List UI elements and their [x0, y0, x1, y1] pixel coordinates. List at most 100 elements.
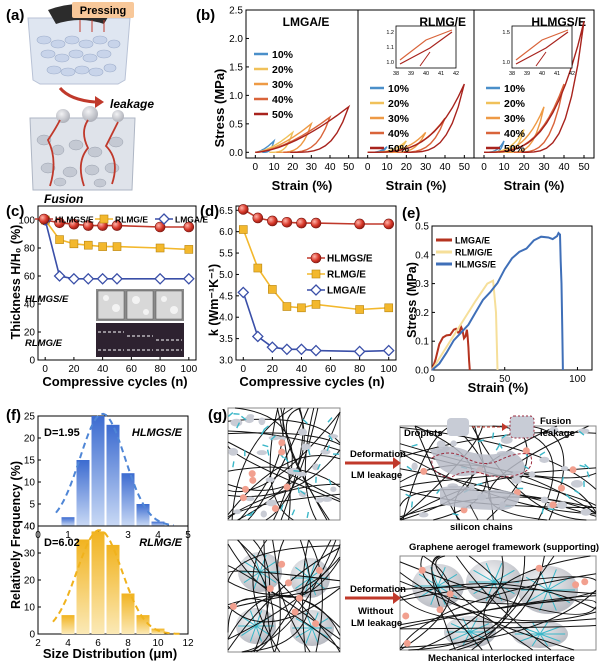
d-plot-point: [311, 300, 321, 309]
b1-x-tick-label: 40: [439, 162, 451, 173]
b-inset-y-tick-label: 1.2: [386, 30, 394, 36]
f1-x-tick-label: 6: [95, 638, 101, 649]
crosslink-node: [278, 439, 286, 447]
graphene-flake: [284, 456, 289, 463]
d-y-axis-title: k (Wm⁻¹K⁻¹): [207, 264, 221, 336]
graphene-flake: [328, 478, 332, 486]
e-y-tick-label: 0.4: [415, 250, 429, 261]
e-y-tick-label: 0.1: [415, 337, 429, 348]
crosslink-node: [315, 566, 323, 574]
deformation-bottom-arrowhead: [393, 592, 401, 604]
b-inset-x-tick-label: 38: [509, 71, 515, 77]
b0-x-tick-label: 0: [253, 162, 259, 173]
e-legend-label: HLMGS/E: [455, 260, 496, 270]
b-inset-y-tick-label: 1.0: [502, 60, 510, 66]
c-plot-point: [67, 272, 80, 285]
b-legend-label: 40%: [504, 128, 526, 140]
b-loop-50%: [367, 83, 465, 154]
graphene-sheet: [249, 610, 257, 627]
graphene-sheet: [253, 571, 261, 590]
polymer-chain: [399, 573, 597, 649]
lm-droplet: [260, 510, 267, 518]
polymer-chain: [449, 555, 509, 651]
liquid-metal-cells-top: [36, 35, 121, 77]
without-label: Without: [358, 606, 394, 617]
d-plot-y-tick-label: 6.0: [219, 227, 233, 238]
c-plot-point: [98, 242, 107, 251]
graphene-sheet: [295, 567, 311, 579]
crosslink-node: [239, 494, 247, 502]
b2-x-tick-label: 40: [558, 162, 570, 173]
leakage-arrowhead: [95, 96, 104, 108]
lm-droplet: [265, 477, 275, 483]
d-plot-point: [252, 212, 264, 224]
d-plot-y-tick-label: 4.0: [219, 313, 233, 324]
crosslink-node: [312, 620, 320, 628]
f-bar: [121, 473, 135, 526]
graphene-flake: [411, 443, 418, 447]
c-plot-point: [154, 221, 166, 233]
e-legend-label: LMGA/E: [455, 236, 490, 246]
graphene-sheet: [485, 562, 495, 583]
e-curve-RLM/G/E: [431, 279, 499, 371]
graphene-sheet: [295, 618, 313, 629]
e-y-tick-label: 0.2: [415, 308, 429, 319]
d-plot-y-tick-label: 3.5: [219, 334, 233, 345]
polymer-chain: [435, 555, 534, 651]
b2-x-tick-label: 20: [518, 162, 530, 173]
c-plot-legend-marker: [38, 213, 50, 225]
graphene-flake: [302, 418, 308, 425]
polymer-chain: [227, 543, 341, 598]
polymer-chain: [263, 539, 275, 653]
lm-droplet: [320, 449, 331, 455]
polymer-chain: [227, 432, 341, 446]
b-legend-label: 40%: [272, 94, 294, 106]
graphene-flake: [280, 504, 284, 511]
f0-y-tick-label: 5: [29, 500, 35, 511]
graphene-flake: [561, 476, 564, 483]
b-legend-label: 20%: [272, 64, 294, 76]
graphene-flake: [307, 449, 311, 456]
polymer-chain: [277, 539, 311, 653]
d-plot-legend-label: HLMGS/E: [327, 254, 373, 265]
c-inset-rlmg-image: [96, 323, 184, 357]
crosslink-node: [249, 476, 257, 484]
polymer-chain: [227, 411, 341, 492]
graphene-sheet: [519, 633, 541, 642]
graphene-flake: [584, 463, 590, 469]
graphene-sheet: [255, 610, 263, 627]
panel-b: (b) Stress (MPa) 0 10 20 30 40 50 0.0 0.5 1.0 1.5…: [196, 6, 595, 193]
graphene-flake: [573, 489, 580, 494]
b-inset-y-tick-label: 1.5: [502, 30, 510, 36]
b0-x-tick-label: 40: [324, 162, 336, 173]
f1-y-tick-label: 30: [24, 549, 36, 560]
graphene-sheet: [531, 633, 541, 647]
lm-droplet: [548, 426, 559, 435]
polymer-chain: [231, 407, 293, 521]
graphene-flake: [539, 451, 546, 456]
crosslink-node: [283, 483, 291, 491]
f0-y-tick-label: 15: [24, 456, 36, 467]
f-bar: [76, 460, 90, 526]
graphene-flake: [316, 463, 321, 470]
f-bar: [91, 416, 105, 526]
fusion-g-label: Fusion: [540, 416, 571, 427]
polymer-chain: [399, 595, 597, 629]
c-plot-point: [82, 220, 94, 231]
graphene-sheet: [241, 616, 257, 627]
b-inset: 38 39 40 41 42 1.0 1.1 1.2: [386, 25, 459, 77]
f-bar: [136, 615, 150, 634]
graphene-sheet: [547, 589, 557, 611]
b0-y-tick-label: 0.5: [229, 119, 243, 130]
f1-x-tick-label: 8: [125, 638, 131, 649]
f1-y-tick-label: 40: [24, 522, 36, 533]
d-plot-point: [310, 217, 322, 229]
graphene-flake: [410, 501, 414, 508]
panel-a: (a) Pressing leakage: [6, 2, 154, 206]
e-y-tick-label: 0.3: [415, 279, 429, 290]
e-x-tick-label: 50: [499, 374, 511, 385]
b-subplot-HLMGS/E: 0 10 20 30 40 50 Strain (%) HLMGS/E 10% 20% 30% 40%…: [473, 9, 595, 193]
graphene-flake: [299, 490, 306, 495]
polymer-chain: [420, 555, 575, 651]
polymer-chain: [227, 598, 341, 650]
